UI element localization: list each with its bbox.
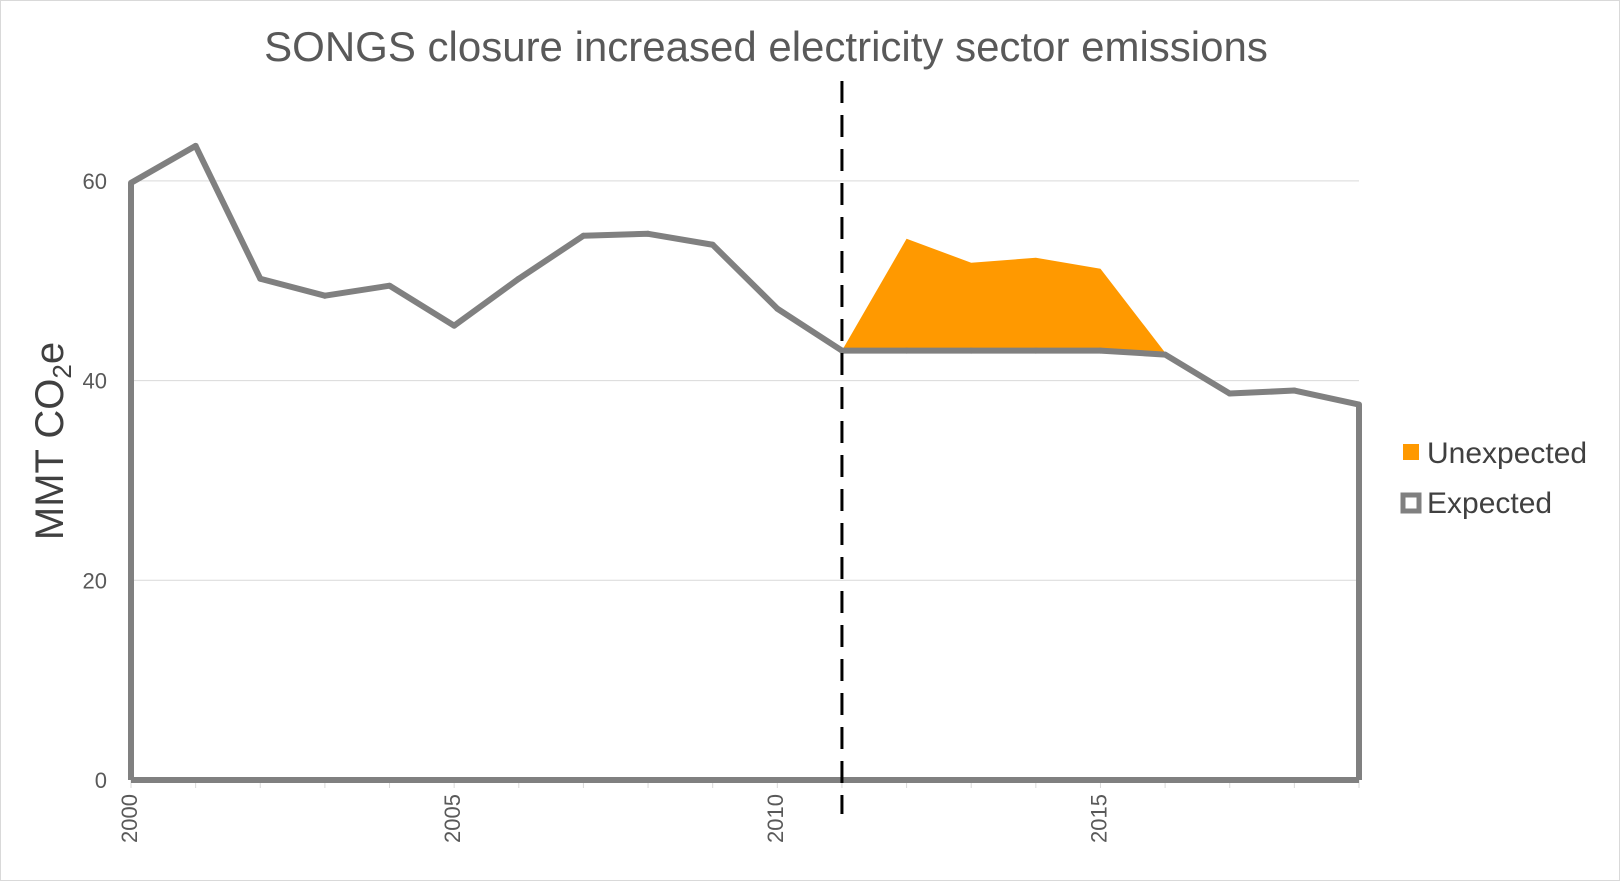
y-tick-label-40: 40 xyxy=(83,369,107,394)
expected-point-2002 xyxy=(257,275,264,282)
expected-point-2011 xyxy=(838,347,845,354)
expected-point-2009 xyxy=(709,241,716,248)
y-tick-label-0: 0 xyxy=(95,768,107,793)
expected-point-2016 xyxy=(1162,351,1169,358)
expected-line-layer xyxy=(128,142,1362,780)
tick-labels: 0 20 40 60 2000 2005 2010 2015 xyxy=(83,169,1112,843)
axes xyxy=(130,777,1360,788)
legend: Unexpected Expected xyxy=(1400,437,1587,520)
y-axis-label-subscript: 2 xyxy=(47,364,77,378)
x-tick-label-2015: 2015 xyxy=(1086,794,1111,843)
x-tick-label-2010: 2010 xyxy=(763,794,788,843)
expected-line xyxy=(129,142,1360,408)
expected-point-2000 xyxy=(128,179,134,186)
y-axis-label-main: MMT CO xyxy=(28,379,72,540)
expected-point-2014 xyxy=(1032,347,1039,354)
y-axis-label: MMT CO2e xyxy=(28,342,77,540)
expected-point-2017 xyxy=(1226,390,1233,397)
gridlines xyxy=(131,180,1359,581)
expected-point-2019 xyxy=(1356,401,1362,408)
expected-point-2018 xyxy=(1291,387,1298,394)
legend-label-unexpected: Unexpected xyxy=(1427,437,1587,470)
y-tick-label-20: 20 xyxy=(83,568,107,593)
expected-point-2005 xyxy=(451,322,458,329)
expected-point-2006 xyxy=(515,275,522,282)
expected-point-2008 xyxy=(645,230,652,237)
chart-title: SONGS closure increased electricity sect… xyxy=(264,23,1268,70)
legend-swatch-unexpected xyxy=(1403,444,1419,460)
expected-point-2013 xyxy=(968,347,975,354)
expected-point-2001 xyxy=(192,142,199,149)
legend-item-expected: Expected xyxy=(1400,487,1552,520)
unexpected-area-layer xyxy=(841,238,1166,355)
legend-swatch-expected xyxy=(1400,492,1422,514)
expected-point-2003 xyxy=(321,292,328,299)
unexpected-area xyxy=(841,238,1166,355)
legend-label-expected: Expected xyxy=(1427,487,1552,520)
expected-point-2015 xyxy=(1097,347,1104,354)
y-tick-label-60: 60 xyxy=(83,169,107,194)
y-axis-label-tail: e xyxy=(28,342,72,364)
expected-point-2007 xyxy=(580,232,587,239)
expected-point-2012 xyxy=(903,347,910,354)
legend-item-unexpected: Unexpected xyxy=(1403,437,1587,470)
x-tick-label-2005: 2005 xyxy=(440,794,465,843)
x-tick-label-2000: 2000 xyxy=(117,794,142,843)
expected-point-2010 xyxy=(774,305,781,312)
expected-point-2004 xyxy=(386,282,393,289)
